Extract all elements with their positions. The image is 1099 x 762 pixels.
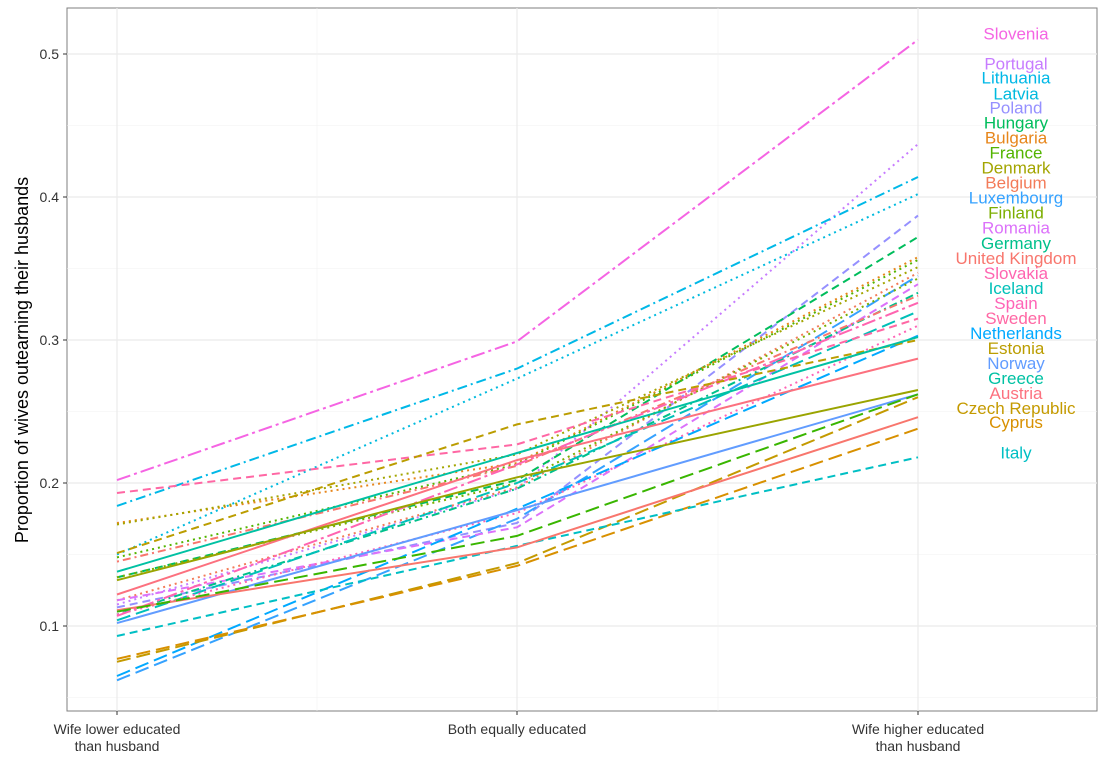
country-label-italy: Italy [1000,443,1032,462]
country-label-cyprus: Cyprus [989,413,1043,432]
x-tick-label: Wife lower educated than husband [54,721,181,754]
country-label-czech-republic: Czech Republic [956,399,1076,418]
series-line-united-kingdom [116,294,919,563]
series-line-sweden [116,317,919,494]
country-label-sweden: Sweden [985,309,1046,328]
country-label-greece: Greece [988,369,1044,388]
series-line-luxembourg [116,274,919,682]
y-tick-label: 0.2 [40,475,60,491]
country-label-spain: Spain [994,294,1037,313]
series-line-slovakia [116,301,919,617]
series-line-czech-republic [116,396,919,663]
y-tick-label: 0.4 [40,189,60,205]
country-label-netherlands: Netherlands [970,324,1062,343]
series-line-austria-2 [116,416,919,612]
country-label-estonia: Estonia [988,339,1045,358]
x-tick-label: Wife higher educated than husband [852,721,984,754]
country-label-poland: Poland [990,99,1043,118]
country-label-denmark: Denmark [982,159,1051,178]
series-line-estonia [116,339,919,555]
country-label-france: France [990,144,1043,163]
series-line-latvia [116,193,919,556]
y-tick-label: 0.3 [40,332,60,348]
country-label-bulgaria: Bulgaria [985,129,1048,148]
country-label-slovenia: Slovenia [983,24,1049,43]
country-label-belgium: Belgium [985,174,1046,193]
series-line-norway [116,393,919,625]
panel-background [66,7,1098,712]
y-tick-label: 0.5 [40,46,60,62]
x-tick-label: Both equally educated [448,721,587,737]
series-line-slovenia [116,38,919,482]
country-label-austria: Austria [990,384,1043,403]
country-label-slovakia: Slovakia [984,264,1049,283]
series-line-cyprus [116,427,919,660]
country-label-lithuania: Lithuania [981,69,1051,88]
series-line-greece-2 [116,393,919,613]
country-label-norway: Norway [987,354,1045,373]
country-label-latvia: Latvia [993,84,1039,103]
series-line-romania [116,283,919,602]
series-line-belgium [116,271,919,602]
country-label-finland: Finland [988,204,1044,223]
country-label-portugal: Portugal [984,54,1047,73]
series-line-olive [116,389,919,582]
series-line-greece [116,336,919,573]
country-label-luxembourg: Luxembourg [969,189,1064,208]
series-line-lithuania [116,176,919,507]
y-axis-title: Proportion of wives outearning their hus… [12,177,32,543]
axes: 0.1 0.2 0.3 0.4 0.5 Wife lower educated than h… [40,46,985,754]
country-label-united-kingdom: United Kingdom [956,249,1077,268]
series-line-austria [116,357,919,596]
series-line-poland [116,214,919,609]
country-label-hungary: Hungary [984,114,1049,133]
series-line-portugal [116,143,919,606]
series-lines [116,38,919,682]
series-line-germany [116,291,919,616]
country-labels: Slovenia PortugalLithuaniaLatviaPolandHun… [956,24,1077,462]
country-label-romania: Romania [982,219,1051,238]
y-tick-label: 0.1 [40,618,60,634]
country-label-germany: Germany [981,234,1051,253]
country-label-iceland: Iceland [989,279,1044,298]
series-line-italy [116,456,919,637]
